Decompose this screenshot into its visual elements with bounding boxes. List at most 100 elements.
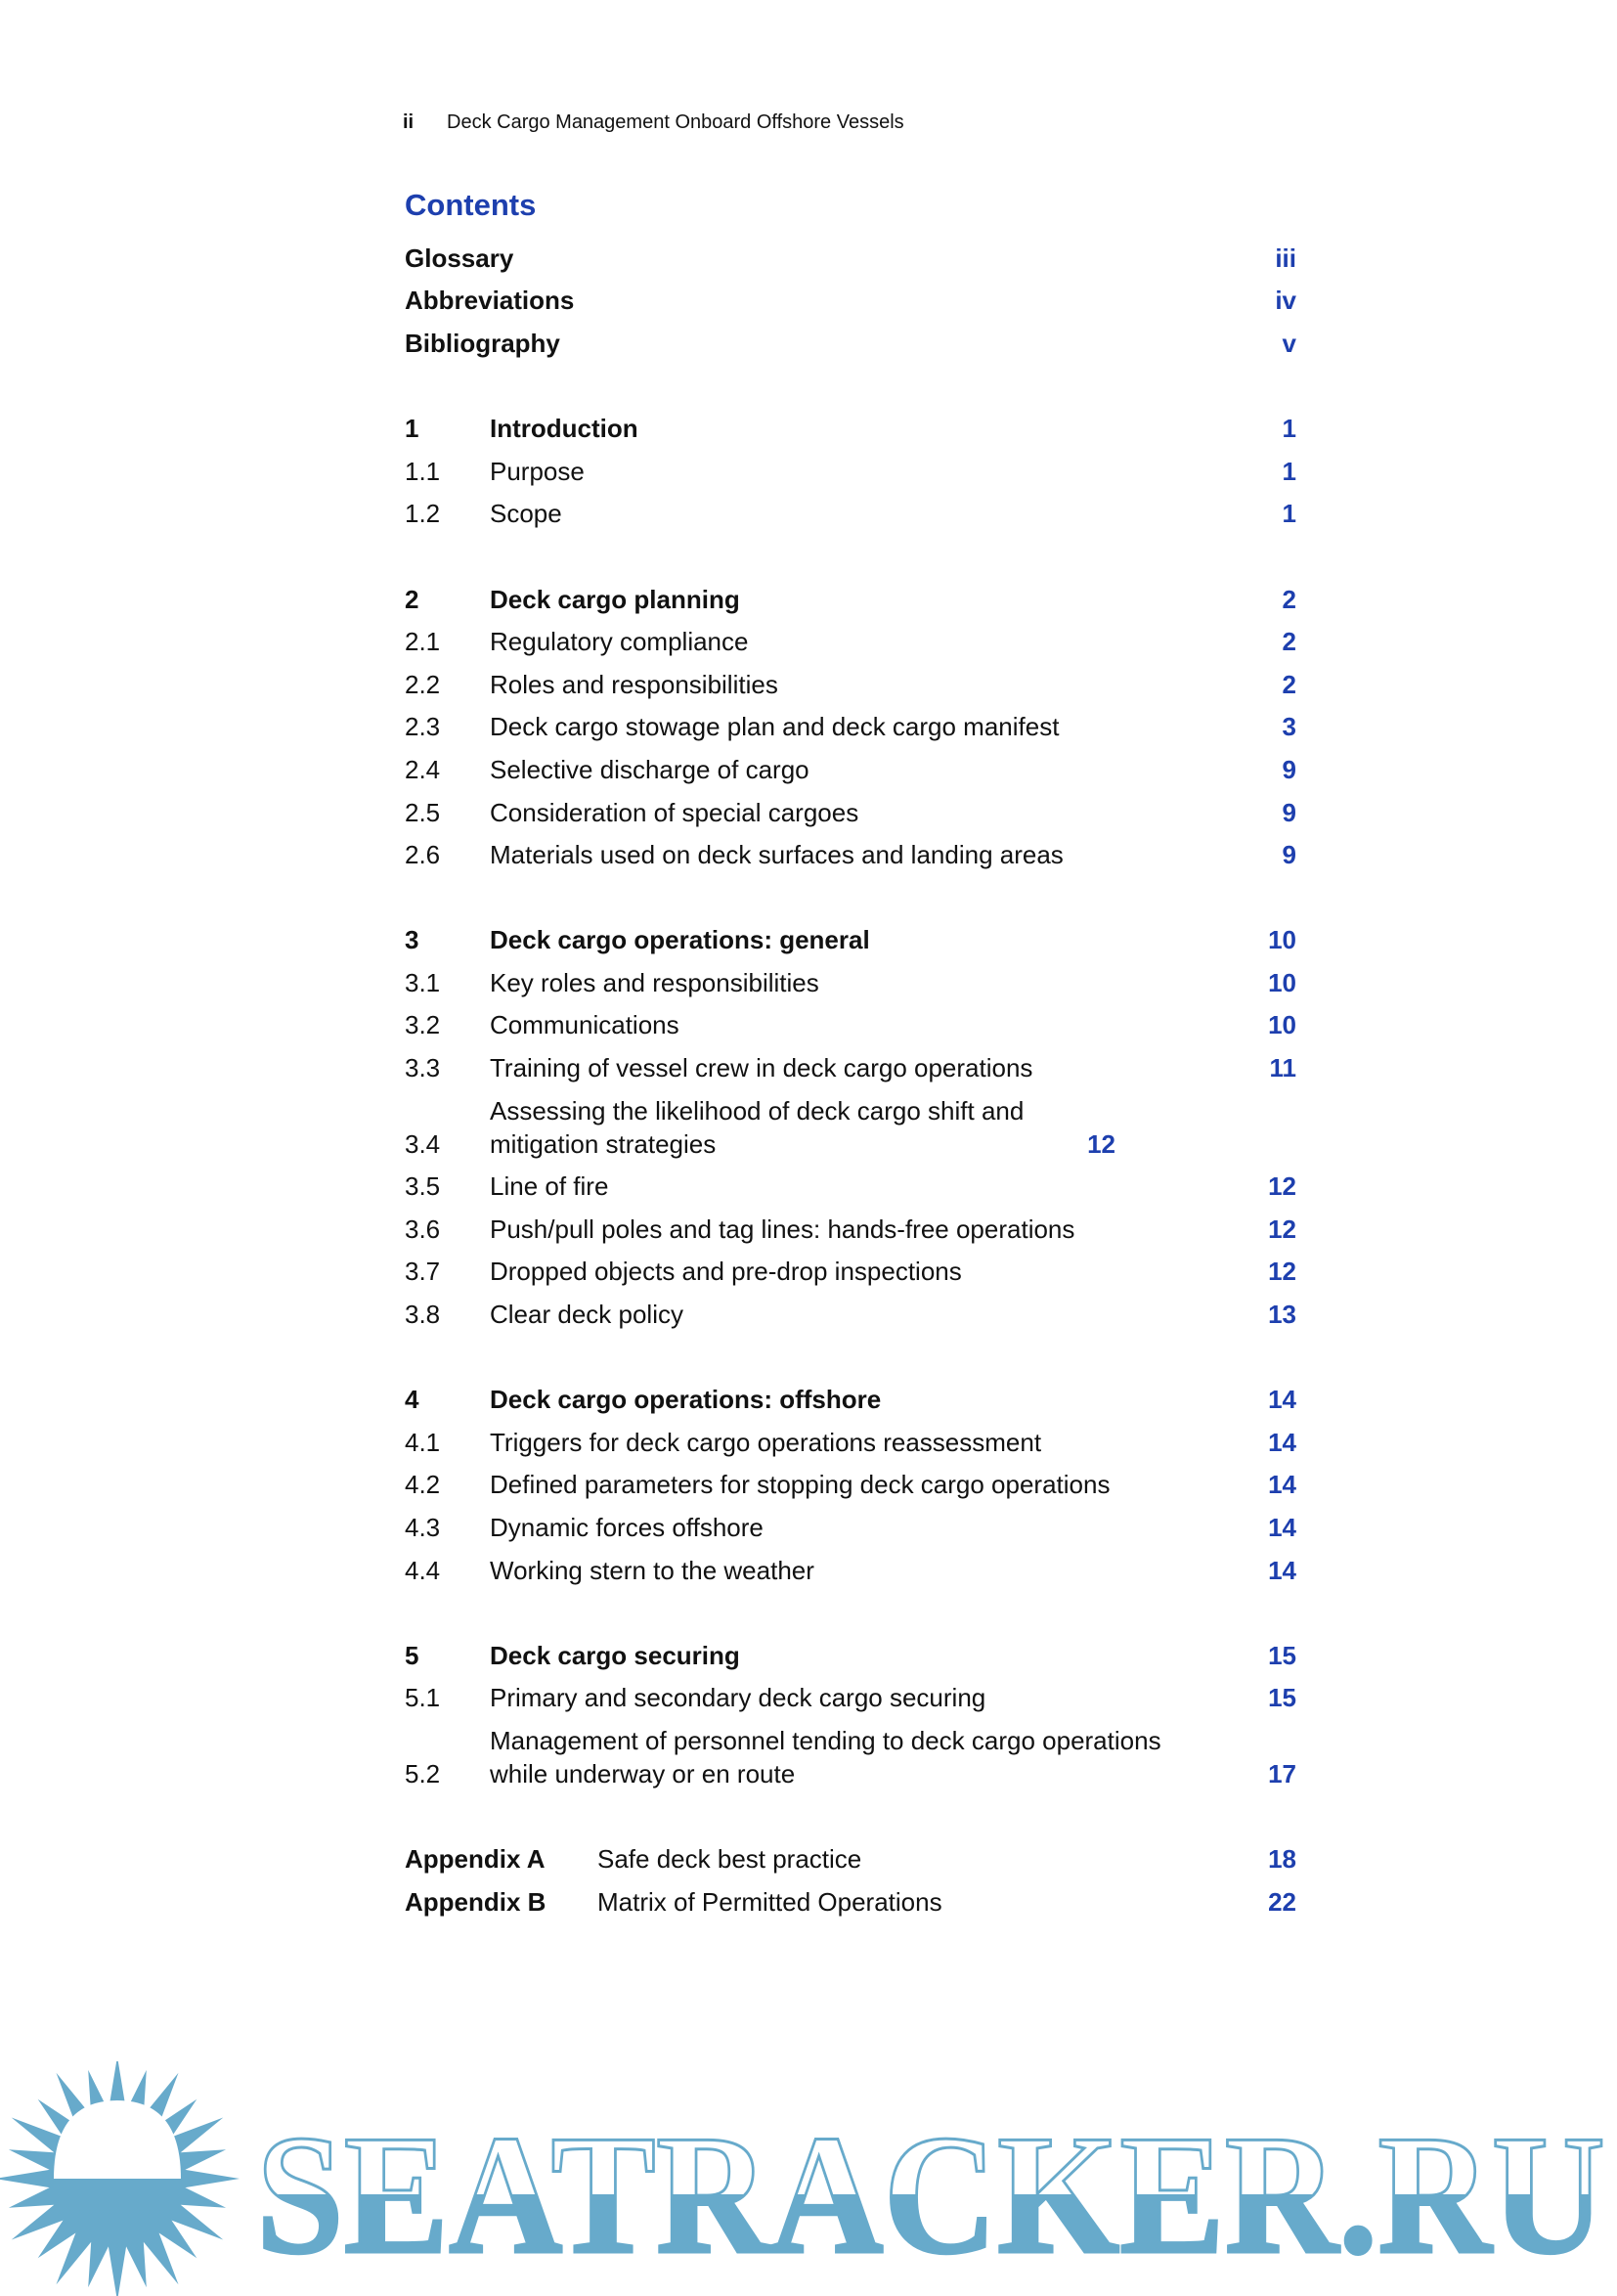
page-number-label: ii [403,111,415,133]
section-title: Working stern to the weather [490,1555,814,1585]
section-number: 3.3 [405,1053,441,1083]
toc-entry[interactable]: 4.4 Working stern to the weather 14 [405,1549,1296,1592]
toc-group-appendices: Appendix A Safe deck best practice 18 Appen… [405,1837,1296,1922]
toc-group-chapter: 1 Introduction 1 1.1 Purpose 1 1.2 Scope 1 [405,407,1296,535]
page-number: 11 [1269,1053,1297,1083]
section-title: Dropped objects and pre-drop inspections [490,1257,962,1287]
toc-entry[interactable]: 2 Deck cargo planning 2 [405,578,1296,621]
page-number: 15 [1268,1683,1296,1713]
section-number: 3.4 [405,1128,441,1159]
section-title: Deck cargo stowage plan and deck cargo m… [490,712,1060,742]
toc-entry[interactable]: Appendix A Safe deck best practice 18 [405,1837,1296,1880]
toc-entry[interactable]: 4 Deck cargo operations: offshore 14 [405,1378,1296,1421]
section-title: Purpose [490,456,585,486]
toc-entry[interactable]: Glossary iii [405,237,1296,280]
page-number: 2 [1282,627,1296,657]
toc-entry[interactable]: 1 Introduction 1 [405,407,1296,450]
page-number: 14 [1268,1385,1296,1415]
page-number: v [1282,328,1296,358]
page-number: 1 [1282,414,1296,444]
toc-entry[interactable]: 3.7 Dropped objects and pre-drop inspecti… [405,1251,1296,1294]
page-number: 9 [1282,840,1296,870]
toc-entry[interactable]: 2.2 Roles and responsibilities 2 [405,663,1296,706]
toc-entry[interactable]: 1.1 Purpose 1 [405,450,1296,493]
toc-entry[interactable]: Abbreviations iv [405,280,1296,323]
toc-entry[interactable]: 4.2 Defined parameters for stopping deck … [405,1464,1296,1507]
toc-entry[interactable]: 2.3 Deck cargo stowage plan and deck carg… [405,706,1296,749]
toc-entry[interactable]: 4.1 Triggers for deck cargo operations re… [405,1421,1296,1464]
section-number: 2 [405,584,419,614]
page-number: 15 [1268,1640,1296,1670]
table-of-contents: Glossary iii Abbreviations iv Bibliography v 1… [405,237,1296,1965]
section-title: Key roles and responsibilities [490,967,819,997]
section-number: 5.2 [405,1758,441,1788]
toc-entry[interactable]: 3.6 Push/pull poles and tag lines: hands-… [405,1208,1296,1251]
section-number: 3.2 [405,1010,441,1040]
toc-entry[interactable]: 5 Deck cargo securing 15 [405,1634,1296,1677]
section-number: 1.1 [405,456,441,486]
page-number: 14 [1268,1513,1296,1543]
section-title: Glossary [405,243,514,273]
toc-entry[interactable]: 3.2 Communications 10 [405,1004,1296,1047]
seatracker-watermark-logo: SEATRACKER.RU [0,2061,1607,2296]
section-number: 5 [405,1640,419,1670]
toc-entry[interactable]: 2.5 Consideration of special cargoes 9 [405,791,1296,834]
section-title: Bibliography [405,328,560,358]
page-number: 18 [1268,1844,1296,1875]
toc-entry[interactable]: 2.1 Regulatory compliance 2 [405,620,1296,663]
section-title: Management of personnel tending to deck … [490,1725,1161,1788]
page-number: 12 [1087,1128,1115,1159]
section-number: 1 [405,414,419,444]
toc-entry[interactable]: 5.2 Management of personnel tending to de… [405,1719,1296,1795]
section-title: Defined parameters for stopping deck car… [490,1470,1111,1500]
section-title: Deck cargo planning [490,584,740,614]
page-number: 9 [1282,754,1296,784]
toc-group-chapter: 4 Deck cargo operations: offshore 14 4.1 Tri… [405,1378,1296,1591]
page-number: 10 [1268,1010,1296,1040]
toc-entry[interactable]: Appendix B Matrix of Permitted Operations… [405,1880,1296,1923]
toc-entry[interactable]: 4.3 Dynamic forces offshore 14 [405,1506,1296,1549]
section-title: Matrix of Permitted Operations [597,1886,942,1917]
toc-entry[interactable]: 3.8 Clear deck policy 13 [405,1293,1296,1336]
section-title: Selective discharge of cargo [490,754,809,784]
toc-entry[interactable]: 3.3 Training of vessel crew in deck cargo… [405,1046,1296,1089]
section-number: 3.6 [405,1214,441,1244]
section-number: 3.8 [405,1300,441,1330]
section-title: Roles and responsibilities [490,669,778,699]
page-number: 12 [1268,1171,1296,1202]
page-number: 12 [1268,1257,1296,1287]
toc-entry[interactable]: 3 Deck cargo operations: general 10 [405,919,1296,962]
section-title: Training of vessel crew in deck cargo op… [490,1053,1033,1083]
section-title: Consideration of special cargoes [490,797,859,827]
toc-entry[interactable]: 5.1 Primary and secondary deck cargo secu… [405,1677,1296,1720]
toc-entry[interactable]: 3.5 Line of fire 12 [405,1165,1296,1208]
running-header: ii Deck Cargo Management Onboard Offshore… [403,111,904,134]
section-number: 2.3 [405,712,441,742]
sun-icon [0,2061,240,2296]
section-title: Materials used on deck surfaces and land… [490,840,1064,870]
section-number: 4.4 [405,1555,441,1585]
page-number: 13 [1268,1300,1296,1330]
page-number: iv [1275,286,1296,316]
section-title: Deck cargo securing [490,1640,740,1670]
section-title: Deck cargo operations: offshore [490,1385,882,1415]
section-title: Primary and secondary deck cargo securin… [490,1683,986,1713]
toc-entry[interactable]: 2.4 Selective discharge of cargo 9 [405,748,1296,791]
page-number: 10 [1268,925,1296,955]
toc-entry[interactable]: 1.2 Scope 1 [405,493,1296,536]
page-number: 9 [1282,797,1296,827]
toc-group-front-matter: Glossary iii Abbreviations iv Bibliography v [405,237,1296,365]
running-title: Deck Cargo Management Onboard Offshore V… [447,111,904,133]
toc-entry[interactable]: Bibliography v [405,322,1296,365]
section-number: 2.5 [405,797,441,827]
page-title: Contents [405,188,537,222]
section-number: 3.5 [405,1171,441,1202]
section-title: Push/pull poles and tag lines: hands-fre… [490,1214,1075,1244]
section-title: Introduction [490,414,638,444]
toc-entry[interactable]: 3.1 Key roles and responsibilities 10 [405,961,1296,1004]
page-number: 2 [1282,584,1296,614]
toc-entry[interactable]: 2.6 Materials used on deck surfaces and l… [405,833,1296,876]
toc-entry[interactable]: 3.4 Assessing the likelihood of deck carg… [405,1089,1296,1166]
section-number: 1.2 [405,499,441,529]
section-title: Safe deck best practice [597,1844,862,1875]
